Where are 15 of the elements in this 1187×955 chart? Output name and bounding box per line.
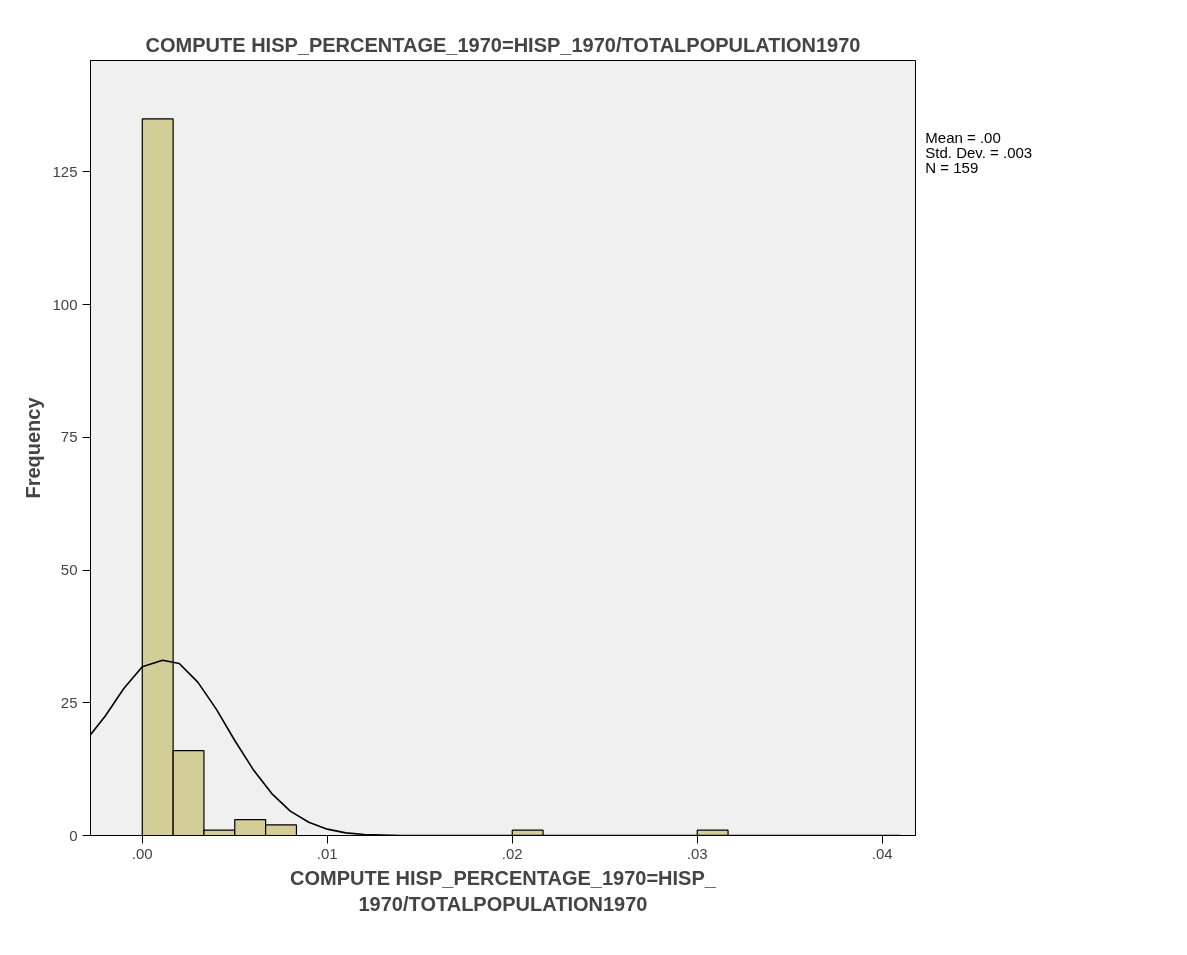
x-axis-title: COMPUTE HISP_PERCENTAGE_1970=HISP_ 1970/TOTALPOPULATION1970 xyxy=(290,866,717,915)
text: Mean = .00 xyxy=(925,129,1001,147)
x-tick-label: .01 xyxy=(316,844,338,862)
x-tick-label: .04 xyxy=(871,844,893,862)
y-tick-label: 0 xyxy=(69,826,78,844)
y-tick-label: 75 xyxy=(60,428,78,446)
x-tick-label: .03 xyxy=(686,844,708,862)
y-tick-label: 125 xyxy=(52,162,78,180)
x-tick-label: .02 xyxy=(501,844,523,862)
y-tick-label: 25 xyxy=(60,693,78,711)
x-tick-label: .00 xyxy=(131,844,153,862)
y-axis-title: Frequency xyxy=(22,396,45,499)
y-tick-label: 50 xyxy=(60,561,78,579)
chart-title: COMPUTE HISP_PERCENTAGE_1970=HISP_1970/TOTALPOPULATION1970 xyxy=(145,33,861,56)
y-tick-label: 100 xyxy=(52,295,78,313)
